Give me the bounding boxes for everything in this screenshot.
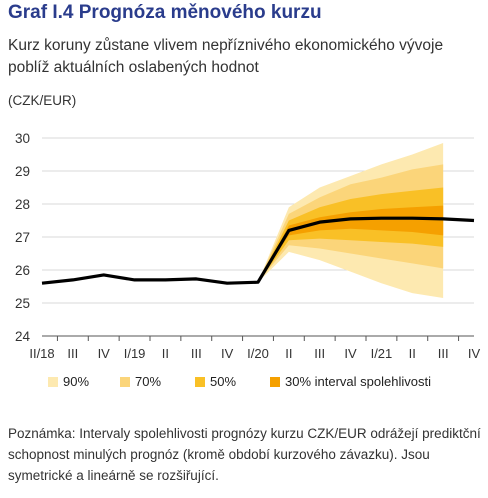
x-tick-label-0: II/18 — [29, 346, 54, 361]
confidence-bands — [258, 142, 444, 299]
x-tick-label-9: III — [314, 346, 325, 361]
legend-item-70: 70% — [120, 374, 161, 389]
x-tick-label-3: I/19 — [124, 346, 146, 361]
x-tick-label-7: I/20 — [247, 346, 269, 361]
x-tick-label-2: IV — [98, 346, 111, 361]
x-tick-label-5: III — [191, 346, 202, 361]
legend-swatch-70 — [120, 377, 130, 387]
legend-item-50: 50% — [195, 374, 236, 389]
y-tick-label-28: 28 — [15, 197, 30, 212]
x-tick-label-4: II — [162, 346, 169, 361]
y-tick-label-29: 29 — [15, 164, 30, 179]
x-tick-label-11: I/21 — [371, 346, 393, 361]
y-tick-label-26: 26 — [15, 263, 30, 278]
forecast-line-group — [41, 216, 475, 285]
x-tick-label-6: IV — [221, 346, 234, 361]
exchange-rate-line — [41, 216, 475, 285]
legend-swatch-30 — [270, 377, 280, 387]
y-tick-label-27: 27 — [15, 230, 30, 245]
chart-title: Graf I.4 Prognóza měnového kurzu — [8, 2, 322, 23]
x-axis-labels: II/18 III IV I/19 II III IV I/20 II III IV I/21 II II… — [29, 346, 480, 361]
x-tick-label-8: II — [285, 346, 292, 361]
x-tick-label-13: III — [438, 346, 449, 361]
y-axis-unit: (CZK/EUR) — [8, 93, 77, 108]
legend-label-30: 30% interval spolehlivosti — [285, 374, 431, 389]
legend-swatch-50 — [195, 377, 205, 387]
chart-note: Poznámka: Intervaly spolehlivosti prognó… — [8, 426, 481, 483]
x-tick-label-10: IV — [344, 346, 357, 361]
y-axis-labels: 24 25 26 27 28 29 30 — [15, 131, 31, 344]
legend-item-30: 30% interval spolehlivosti — [270, 374, 431, 389]
y-tick-label-24: 24 — [15, 329, 31, 344]
legend-label-90: 90% — [63, 374, 90, 389]
x-tick-label-1: III — [67, 346, 78, 361]
chart-subtitle: Kurz koruny zůstane vlivem nepříznivého … — [8, 37, 444, 76]
y-tick-label-30: 30 — [15, 131, 30, 146]
legend-label-50: 50% — [210, 374, 237, 389]
x-axis — [42, 335, 474, 341]
x-tick-label-14: IV — [468, 346, 481, 361]
legend-label-70: 70% — [135, 374, 162, 389]
legend-swatch-90 — [48, 377, 58, 387]
x-tick-label-12: II — [409, 346, 416, 361]
legend-item-90: 90% — [48, 374, 89, 389]
y-tick-label-25: 25 — [15, 296, 30, 311]
grid-lines — [42, 137, 474, 304]
